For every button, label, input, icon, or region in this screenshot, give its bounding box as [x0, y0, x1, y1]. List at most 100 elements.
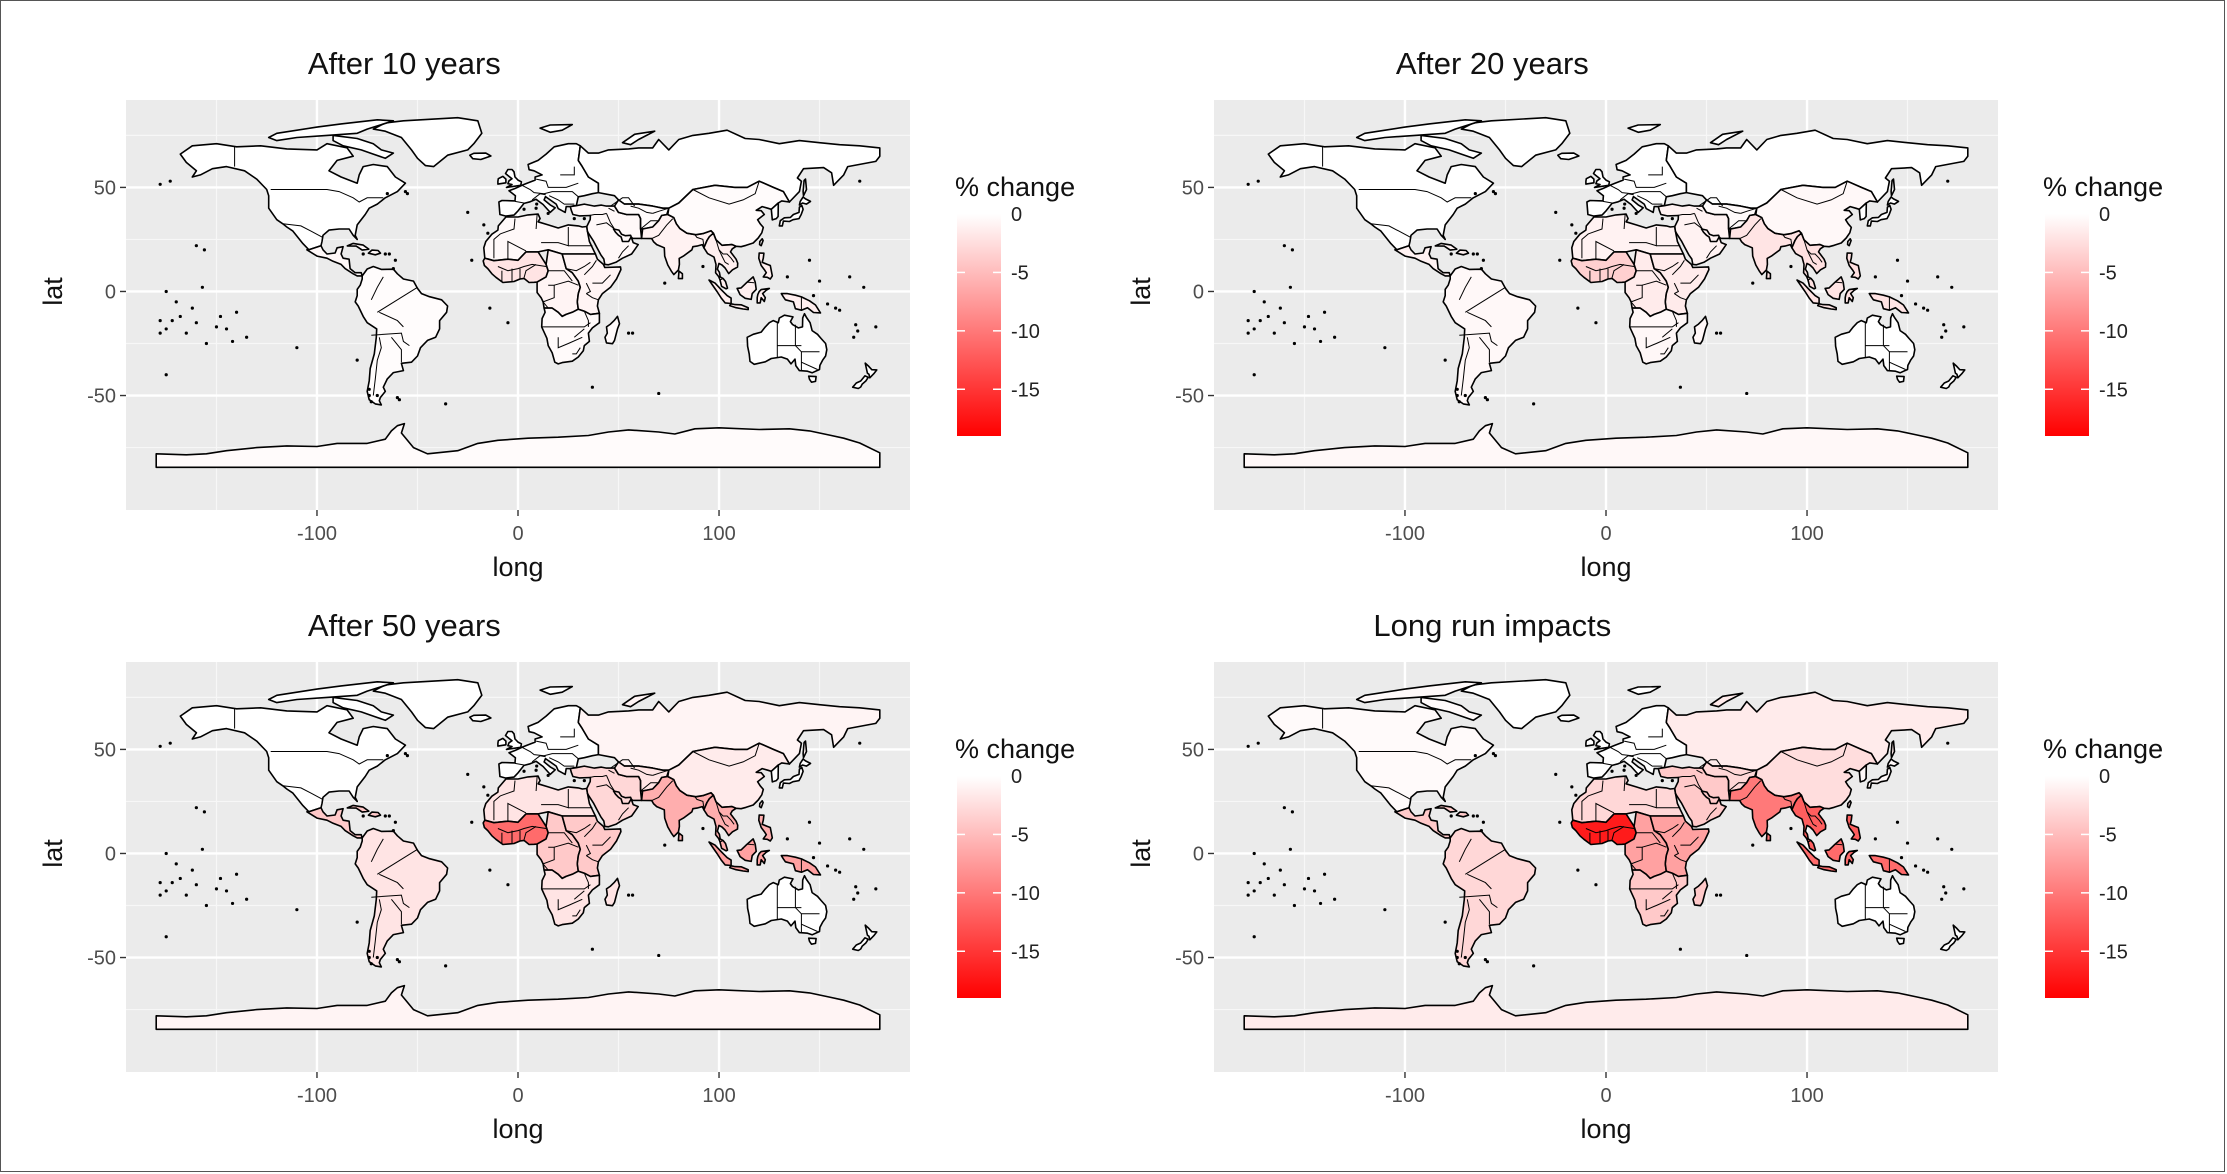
country-border: [566, 823, 591, 834]
region-new-zealand-south: [1939, 375, 1957, 390]
country-border: [554, 280, 579, 286]
region-indonesia: [1796, 841, 1820, 867]
island-mark: [1252, 935, 1256, 939]
country-border: [1585, 825, 1635, 834]
island-mark: [1322, 310, 1327, 314]
country-border: [1660, 347, 1669, 355]
island-mark: [535, 202, 539, 206]
country-border: [1739, 780, 1762, 802]
country-border: [583, 311, 589, 327]
country-border: [548, 757, 575, 767]
country-border: [1459, 332, 1498, 347]
legend-title: % change: [2043, 172, 2163, 202]
country-border: [573, 328, 585, 338]
island-mark: [1258, 881, 1262, 885]
country-border: [535, 178, 579, 188]
island-mark: [856, 891, 860, 895]
island-mark: [245, 897, 249, 901]
country-border: [1619, 193, 1634, 201]
island-mark: [1449, 252, 1453, 256]
x-axis-title: long: [492, 1114, 543, 1144]
country-border: [1623, 178, 1667, 188]
country-border: [1370, 223, 1412, 239]
region-taiwan: [758, 800, 764, 809]
country-border: [1358, 189, 1472, 203]
legend-tick-label: 0: [1011, 766, 1022, 788]
region-arctic-islands: [267, 681, 395, 704]
island-mark: [1292, 341, 1297, 346]
legend-tick-label: -15: [1011, 379, 1040, 401]
island-mark: [1950, 847, 1954, 851]
island-mark: [1302, 325, 1307, 329]
country-border: [1467, 311, 1492, 328]
x-axis-title: long: [1580, 1114, 1631, 1144]
island-mark: [1623, 764, 1627, 768]
country-border: [1636, 832, 1661, 844]
island-mark: [1302, 887, 1307, 891]
island-mark: [361, 252, 365, 256]
country-border: [507, 802, 527, 822]
island-mark: [369, 962, 373, 966]
region-greenland: [372, 678, 483, 730]
legend-colorbar: [2045, 776, 2089, 998]
region-sri-lanka: [677, 270, 684, 280]
region-iceland: [1557, 152, 1580, 161]
region-cuba: [346, 242, 370, 251]
island-mark: [194, 883, 198, 887]
country-border: [589, 212, 607, 216]
island-mark: [387, 814, 391, 818]
region-japan: [1866, 766, 1892, 789]
country-border: [1581, 795, 1589, 821]
island-mark: [1278, 306, 1282, 310]
y-tick-label: 50: [1182, 739, 1204, 761]
country-border: [560, 728, 575, 738]
region-hispaniola: [1455, 811, 1470, 818]
island-mark: [1718, 331, 1723, 335]
island-mark: [1383, 346, 1387, 350]
country-border: [541, 227, 569, 247]
country-border: [1581, 233, 1589, 259]
country-border: [1595, 802, 1615, 822]
island-mark: [1913, 864, 1918, 868]
island-mark: [204, 341, 209, 346]
island-mark: [1471, 252, 1475, 256]
region-antarctica: [155, 422, 881, 469]
island-mark: [1714, 331, 1719, 335]
island-mark: [546, 211, 550, 216]
island-mark: [1333, 335, 1337, 339]
country-border: [1694, 775, 1703, 792]
region-north-america: [179, 142, 407, 251]
island-mark: [590, 385, 594, 389]
island-mark: [466, 210, 470, 214]
country-border: [606, 775, 615, 792]
legend-title: % change: [955, 734, 1075, 764]
island-mark: [582, 779, 586, 783]
island-mark: [391, 828, 395, 833]
island-mark: [164, 935, 168, 939]
island-mark: [1262, 862, 1266, 866]
region-new-zealand: [864, 362, 878, 379]
country-border: [1602, 200, 1613, 204]
island-mark: [817, 841, 822, 845]
country-border: [1740, 207, 1757, 214]
region-tasmania: [807, 375, 817, 383]
region-cuba: [346, 804, 370, 813]
region-arctic-islands: [267, 119, 395, 142]
island-mark: [1282, 806, 1286, 810]
island-mark: [1678, 947, 1682, 951]
country-border: [535, 740, 579, 750]
region-korea: [770, 764, 780, 783]
region-hispaniola: [367, 811, 382, 818]
panel-title: Long run impacts: [1373, 608, 1611, 643]
country-border: [1630, 884, 1679, 890]
island-mark: [1246, 881, 1250, 885]
island-mark: [1288, 285, 1292, 289]
country-border: [1479, 336, 1490, 363]
island-mark: [1252, 327, 1256, 331]
legend-tick-label: -10: [1011, 883, 1040, 905]
panel-title: After 20 years: [1396, 46, 1589, 81]
island-mark: [1481, 820, 1485, 824]
island-mark: [1282, 244, 1286, 248]
region-central-america: [306, 806, 363, 839]
